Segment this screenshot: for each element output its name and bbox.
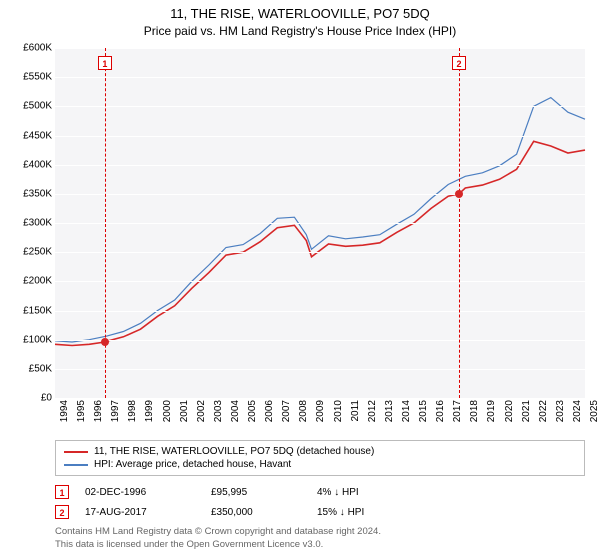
marker-dot-1 <box>101 338 109 346</box>
chart-container: 11, THE RISE, WATERLOOVILLE, PO7 5DQ Pri… <box>0 0 600 560</box>
x-axis-label: 2018 <box>469 400 480 430</box>
legend-label-property: 11, THE RISE, WATERLOOVILLE, PO7 5DQ (de… <box>94 446 374 457</box>
plot-area: 12 <box>55 48 585 398</box>
x-axis-label: 2000 <box>162 400 173 430</box>
gridline-h <box>55 77 585 78</box>
y-axis-label: £400K <box>2 159 52 170</box>
x-axis-label: 2016 <box>435 400 446 430</box>
x-axis-label: 2004 <box>230 400 241 430</box>
marker-box-1: 1 <box>98 56 112 70</box>
x-axis-label: 2009 <box>315 400 326 430</box>
x-axis-label: 2008 <box>298 400 309 430</box>
tx-price: £95,995 <box>211 487 301 498</box>
footer-line1: Contains HM Land Registry data © Crown c… <box>55 526 585 539</box>
legend-swatch-hpi <box>64 464 88 466</box>
tx-delta: 4% ↓ HPI <box>317 487 359 498</box>
tx-date: 17-AUG-2017 <box>85 507 195 518</box>
gridline-h <box>55 106 585 107</box>
y-axis-label: £500K <box>2 101 52 112</box>
transaction-row: 2 17-AUG-2017 £350,000 15% ↓ HPI <box>55 502 585 522</box>
y-axis-label: £200K <box>2 276 52 287</box>
y-axis-label: £300K <box>2 218 52 229</box>
chart-title: 11, THE RISE, WATERLOOVILLE, PO7 5DQ <box>0 0 600 21</box>
legend-swatch-property <box>64 451 88 453</box>
x-axis-label: 2022 <box>538 400 549 430</box>
x-axis-label: 2012 <box>367 400 378 430</box>
x-axis-label: 1999 <box>144 400 155 430</box>
x-axis-label: 2006 <box>264 400 275 430</box>
gridline-h <box>55 165 585 166</box>
gridline-h <box>55 136 585 137</box>
x-axis-label: 2014 <box>401 400 412 430</box>
footer-line2: This data is licensed under the Open Gov… <box>55 539 585 552</box>
y-axis-label: £350K <box>2 188 52 199</box>
series-line-property <box>55 141 585 345</box>
x-axis-label: 2017 <box>452 400 463 430</box>
x-axis-label: 2003 <box>213 400 224 430</box>
legend-label-hpi: HPI: Average price, detached house, Hava… <box>94 459 291 470</box>
gridline-h <box>55 223 585 224</box>
x-axis-label: 2020 <box>504 400 515 430</box>
gridline-h <box>55 281 585 282</box>
tx-delta: 15% ↓ HPI <box>317 507 364 518</box>
tx-price: £350,000 <box>211 507 301 518</box>
y-axis-label: £0 <box>2 393 52 404</box>
y-axis-label: £100K <box>2 334 52 345</box>
y-axis-label: £450K <box>2 130 52 141</box>
gridline-h <box>55 398 585 399</box>
x-axis-label: 2002 <box>196 400 207 430</box>
x-axis-label: 2025 <box>589 400 600 430</box>
y-axis-label: £600K <box>2 43 52 54</box>
gridline-h <box>55 252 585 253</box>
marker-badge-2: 2 <box>55 505 69 519</box>
gridline-h <box>55 311 585 312</box>
x-axis-label: 2011 <box>350 400 361 430</box>
x-axis-label: 2007 <box>281 400 292 430</box>
x-axis-label: 2010 <box>333 400 344 430</box>
marker-vline-2 <box>459 48 460 398</box>
marker-box-2: 2 <box>452 56 466 70</box>
marker-badge-1: 1 <box>55 485 69 499</box>
x-axis-label: 2005 <box>247 400 258 430</box>
gridline-h <box>55 369 585 370</box>
gridline-h <box>55 340 585 341</box>
x-axis-label: 2024 <box>572 400 583 430</box>
x-axis-label: 2023 <box>555 400 566 430</box>
x-axis-label: 1998 <box>127 400 138 430</box>
y-axis-label: £50K <box>2 363 52 374</box>
x-axis-label: 2021 <box>521 400 532 430</box>
footer-text: Contains HM Land Registry data © Crown c… <box>55 522 585 552</box>
x-axis-label: 2013 <box>384 400 395 430</box>
legend-block: 11, THE RISE, WATERLOOVILLE, PO7 5DQ (de… <box>55 440 585 552</box>
series-line-hpi <box>55 98 585 342</box>
y-axis-label: £150K <box>2 305 52 316</box>
legend-entry-hpi: HPI: Average price, detached house, Hava… <box>64 458 576 471</box>
y-axis-label: £550K <box>2 72 52 83</box>
gridline-h <box>55 48 585 49</box>
x-axis-label: 1995 <box>76 400 87 430</box>
x-axis-label: 1996 <box>93 400 104 430</box>
chart-subtitle: Price paid vs. HM Land Registry's House … <box>0 21 600 42</box>
x-axis-label: 2001 <box>179 400 190 430</box>
marker-dot-2 <box>455 190 463 198</box>
y-axis-label: £250K <box>2 247 52 258</box>
series-legend-box: 11, THE RISE, WATERLOOVILLE, PO7 5DQ (de… <box>55 440 585 476</box>
x-axis-label: 2019 <box>486 400 497 430</box>
tx-date: 02-DEC-1996 <box>85 487 195 498</box>
legend-entry-property: 11, THE RISE, WATERLOOVILLE, PO7 5DQ (de… <box>64 445 576 458</box>
x-axis-label: 1994 <box>59 400 70 430</box>
transaction-row: 1 02-DEC-1996 £95,995 4% ↓ HPI <box>55 482 585 502</box>
x-axis-label: 2015 <box>418 400 429 430</box>
x-axis-label: 1997 <box>110 400 121 430</box>
gridline-h <box>55 194 585 195</box>
